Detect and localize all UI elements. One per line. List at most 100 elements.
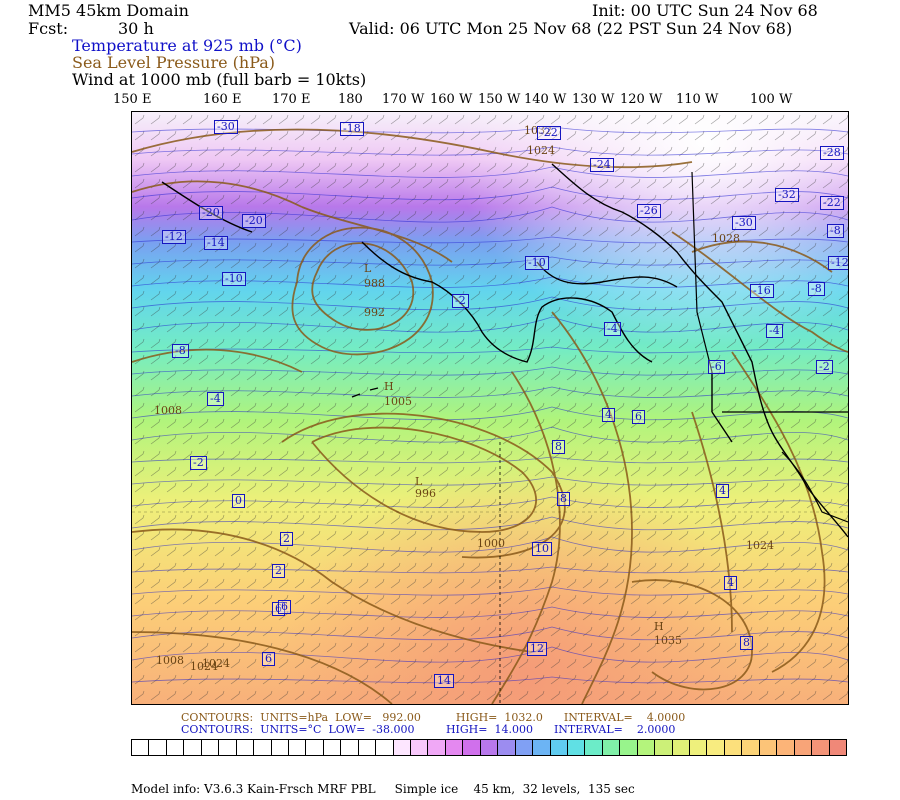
init-time: Init: 00 UTC Sun 24 Nov 68: [592, 1, 818, 20]
temperature-label: -10: [222, 272, 246, 286]
colorbar-swatch: [428, 740, 446, 755]
longitude-label: 140 W: [524, 92, 567, 107]
temperature-label: -24: [590, 158, 614, 172]
pressure-contour: [132, 180, 303, 208]
forecast-map: 1032 1024 1028 L 988 992 H 1005 1008 1000 L 996 1008…: [131, 111, 849, 705]
colorbar-swatch: [585, 740, 603, 755]
pressure-label: H: [384, 380, 394, 393]
colorbar-swatch: [463, 740, 481, 755]
temperature-contour: [132, 386, 848, 398]
temperature-contour: [132, 566, 848, 574]
colorbar-swatch: [132, 740, 150, 755]
temperature-contour: [132, 206, 848, 223]
temperature-label: -4: [604, 322, 621, 336]
temperature-colorbar: [131, 739, 847, 756]
temperature-contour: [132, 586, 848, 596]
longitude-label: 160 W: [430, 92, 473, 107]
longitude-label: 170 W: [382, 92, 425, 107]
pressure-contour: [132, 528, 533, 653]
colorbar-swatch: [236, 740, 255, 755]
temperature-contour: [132, 676, 848, 684]
temperature-label: 4: [716, 484, 729, 498]
pressure-label: L: [415, 475, 423, 488]
temperature-label: -20: [199, 206, 223, 220]
temperature-contour: [132, 456, 848, 464]
pressure-label: 1035: [654, 634, 682, 647]
colorbar-swatch: [288, 740, 307, 755]
temperature-contour: [132, 646, 848, 663]
temperature-contour: [132, 366, 848, 376]
temperature-label: -12: [162, 230, 186, 244]
temperature-contour: [132, 166, 848, 178]
temperature-label: 2: [272, 564, 285, 578]
pressure-label: H: [654, 620, 664, 633]
longitude-label: 100 W: [750, 92, 793, 107]
temperature-contour: [132, 496, 848, 508]
pressure-contour: [491, 371, 561, 704]
pressure-contour: [311, 242, 415, 331]
temperature-label: 6: [278, 600, 291, 614]
colorbar-swatch: [166, 740, 185, 755]
colorbar-swatch: [759, 740, 778, 755]
colorbar-swatch: [323, 740, 342, 755]
temperature-contour: [132, 426, 848, 443]
temperature-label: -30: [732, 216, 756, 230]
longitude-label: 160 E: [203, 92, 242, 107]
temperature-label: -2: [190, 456, 207, 470]
temperature-contour: [132, 406, 848, 421]
colorbar-swatch: [620, 740, 638, 755]
model-info: Model info: V3.6.3 Kain-Frsch MRF PBL Si…: [131, 782, 635, 796]
temperature-label: -8: [827, 224, 844, 238]
colorbar-swatch: [498, 740, 516, 755]
pressure-label: 996: [415, 487, 436, 500]
colorbar-swatch: [515, 740, 534, 755]
colorbar-swatch: [637, 740, 656, 755]
colorbar-swatch: [690, 740, 708, 755]
temperature-label: 12: [527, 642, 547, 656]
temperature-contour: [132, 236, 848, 244]
temperature-contour: [132, 146, 848, 156]
temperature-label: -10: [525, 256, 549, 270]
colorbar-swatch: [533, 740, 551, 755]
colorbar-swatch: [219, 740, 237, 755]
temperature-label: -12: [828, 256, 848, 270]
temperature-contour: [132, 276, 848, 288]
pressure-contour: [691, 240, 833, 273]
temperature-label: -32: [775, 188, 799, 202]
colorbar-swatch: [829, 740, 846, 755]
temperature-label: -22: [537, 126, 561, 140]
pressure-contour: [311, 426, 537, 533]
field-slp-label: Sea Level Pressure (hPa): [72, 53, 276, 72]
pressure-label: 1024: [202, 657, 230, 670]
pressure-contour: [291, 226, 434, 356]
pressure-label: 1000: [477, 537, 505, 550]
temperature-contour: [132, 256, 848, 266]
colorbar-swatch: [201, 740, 220, 755]
longitude-label: 170 E: [272, 92, 311, 107]
colorbar-swatch: [707, 740, 725, 755]
pressure-contour: [132, 631, 393, 704]
temperature-label: -8: [808, 282, 825, 296]
longitude-label: 150 W: [478, 92, 521, 107]
temperature-label: 6: [632, 410, 645, 424]
pressure-contour: [281, 412, 566, 559]
temperature-label: -30: [214, 120, 238, 134]
pressure-contour: [132, 128, 693, 169]
colorbar-swatch: [480, 740, 499, 755]
colorbar-swatch: [341, 740, 359, 755]
temperature-contour: [132, 516, 848, 531]
pressure-contour: [631, 579, 753, 691]
colorbar-swatch: [742, 740, 760, 755]
pressure-contour-info: CONTOURS: UNITS=hPa LOW= 992.00 HIGH= 10…: [181, 711, 686, 724]
colorbar-swatch: [149, 740, 167, 755]
colorbar-swatch: [567, 740, 586, 755]
field-wind-label: Wind at 1000 mb (full barb = 10kts): [72, 70, 367, 89]
colorbar-swatch: [777, 740, 795, 755]
pressure-label: L: [364, 262, 372, 275]
temperature-label: 4: [602, 408, 615, 422]
temperature-label: -4: [207, 392, 224, 406]
temperature-label: 6: [262, 652, 275, 666]
colorbar-swatch: [306, 740, 324, 755]
pressure-label: 988: [364, 277, 385, 290]
colorbar-swatch: [376, 740, 394, 755]
